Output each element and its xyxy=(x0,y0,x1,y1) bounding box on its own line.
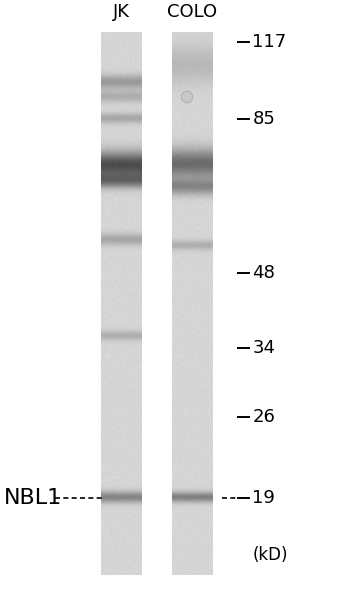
Text: (kD): (kD) xyxy=(252,546,288,564)
Text: 48: 48 xyxy=(252,264,275,282)
Text: NBL1: NBL1 xyxy=(4,488,62,508)
Text: 34: 34 xyxy=(252,339,275,357)
Ellipse shape xyxy=(181,91,193,103)
Text: 85: 85 xyxy=(252,110,275,127)
Text: 26: 26 xyxy=(252,408,275,427)
Text: 117: 117 xyxy=(252,32,287,51)
Text: 19: 19 xyxy=(252,489,275,507)
Text: JK: JK xyxy=(113,3,130,21)
Text: COLO: COLO xyxy=(167,3,217,21)
